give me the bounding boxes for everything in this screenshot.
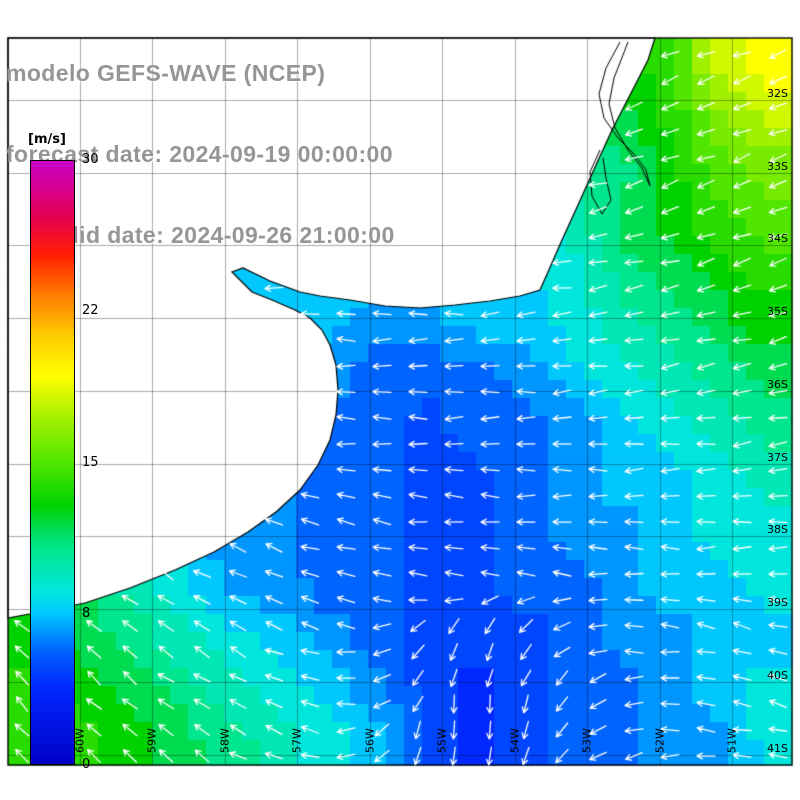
lon-label: 55W: [435, 728, 449, 753]
colorbar: [30, 160, 75, 765]
lat-label: 40S: [767, 669, 788, 682]
lon-label: 60W: [73, 728, 87, 753]
lon-label: 58W: [218, 728, 232, 753]
lat-label: 39S: [767, 596, 788, 609]
lon-label: 53W: [580, 728, 594, 753]
colorbar-tick-label: 30: [82, 152, 99, 167]
lon-label: 54W: [508, 728, 522, 753]
lat-label: 37S: [767, 451, 788, 464]
colorbar-tick-label: 0: [82, 757, 91, 772]
lon-label: 56W: [363, 728, 377, 753]
colorbar-unit-label: [m/s]: [28, 132, 66, 147]
lat-label: 36S: [767, 378, 788, 391]
lat-label: 34S: [767, 232, 788, 245]
colorbar-tick-label: 8: [82, 605, 91, 621]
lon-label: 59W: [145, 728, 159, 753]
lon-label: 52W: [653, 728, 667, 753]
colorbar-tick-label: 15: [82, 454, 99, 470]
lat-label: 41S: [767, 742, 788, 755]
colorbar-tick-label: 22: [82, 303, 99, 319]
model-title: modelo GEFS-WAVE (NCEP): [6, 60, 326, 86]
lon-label: 51W: [725, 728, 739, 753]
lat-label: 33S: [767, 160, 788, 173]
lon-label: 57W: [290, 728, 304, 753]
lat-label: 38S: [767, 523, 788, 536]
lat-label: 32S: [767, 87, 788, 100]
lat-label: 35S: [767, 305, 788, 318]
